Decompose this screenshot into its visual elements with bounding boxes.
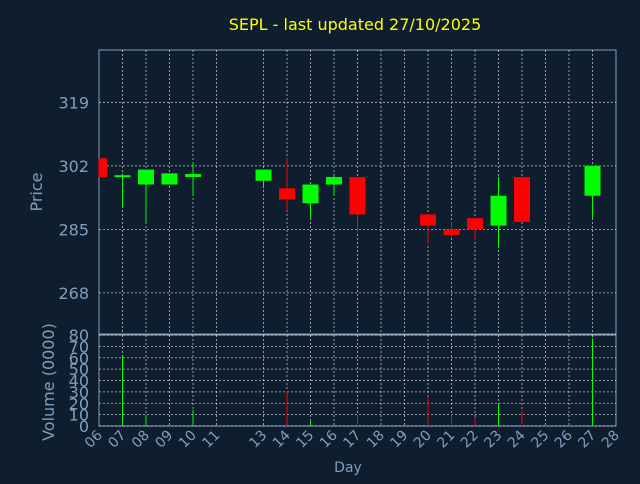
x-tick-label: 25 — [528, 428, 552, 452]
volume-tick-label: 70 — [69, 337, 89, 356]
price-tick-label: 285 — [58, 220, 89, 239]
volume-tick-label: 30 — [69, 383, 89, 402]
volume-tick-label: 50 — [69, 360, 89, 379]
volume-tick-label: 60 — [69, 349, 89, 368]
candle-body — [255, 169, 272, 181]
volume-tick-label: 0 — [79, 417, 89, 436]
x-tick-label: 24 — [505, 427, 529, 451]
x-tick-label: 10 — [176, 428, 200, 452]
x-tick-label: 08 — [129, 428, 153, 452]
volume-tick-label: 80 — [69, 326, 89, 345]
price-tick-label: 302 — [58, 157, 89, 176]
candle-body — [161, 173, 178, 185]
volume-axis-label: Volume (0000) — [39, 323, 58, 441]
candle-body — [420, 214, 436, 226]
candle-body — [514, 177, 530, 222]
x-tick-label: 09 — [152, 428, 176, 452]
candle-body — [138, 169, 154, 185]
x-tick-label: 22 — [458, 428, 482, 452]
x-tick-label: 11 — [199, 428, 223, 452]
x-tick-label: 28 — [599, 428, 623, 452]
candle-body — [349, 177, 366, 215]
price-tick-label: 268 — [58, 284, 89, 303]
x-tick-label: 17 — [340, 428, 364, 452]
candle-body — [185, 174, 201, 178]
x-tick-label: 27 — [575, 428, 599, 452]
candle-body — [467, 218, 483, 230]
x-axis-label: Day — [334, 460, 362, 476]
candle-body — [114, 175, 131, 178]
volume-tick-label: 40 — [69, 372, 89, 391]
candle-body — [326, 177, 342, 185]
x-tick-label: 21 — [434, 428, 458, 452]
candle-body — [279, 188, 295, 200]
candle-body — [490, 195, 507, 226]
price-axis-label: Price — [27, 172, 46, 211]
candle-body — [584, 165, 601, 196]
x-tick-label: 18 — [364, 428, 388, 452]
x-tick-label: 23 — [481, 428, 505, 452]
x-tick-label: 13 — [246, 428, 270, 452]
x-tick-label: 19 — [387, 428, 411, 452]
candle-body — [99, 158, 107, 178]
x-tick-label: 16 — [317, 427, 341, 451]
price-tick-label: 319 — [58, 93, 89, 112]
volume-tick-label: 10 — [69, 406, 89, 425]
candle-body — [302, 184, 319, 204]
x-tick-label: 20 — [411, 428, 435, 452]
volume-tick-label: 20 — [69, 394, 89, 413]
x-tick-label: 26 — [552, 427, 576, 451]
x-tick-label: 15 — [293, 428, 317, 452]
x-tick-label: 14 — [270, 427, 294, 451]
chart-title: SEPL - last updated 27/10/2025 — [229, 15, 482, 34]
candle-body — [443, 229, 460, 235]
x-tick-label: 07 — [105, 428, 129, 452]
